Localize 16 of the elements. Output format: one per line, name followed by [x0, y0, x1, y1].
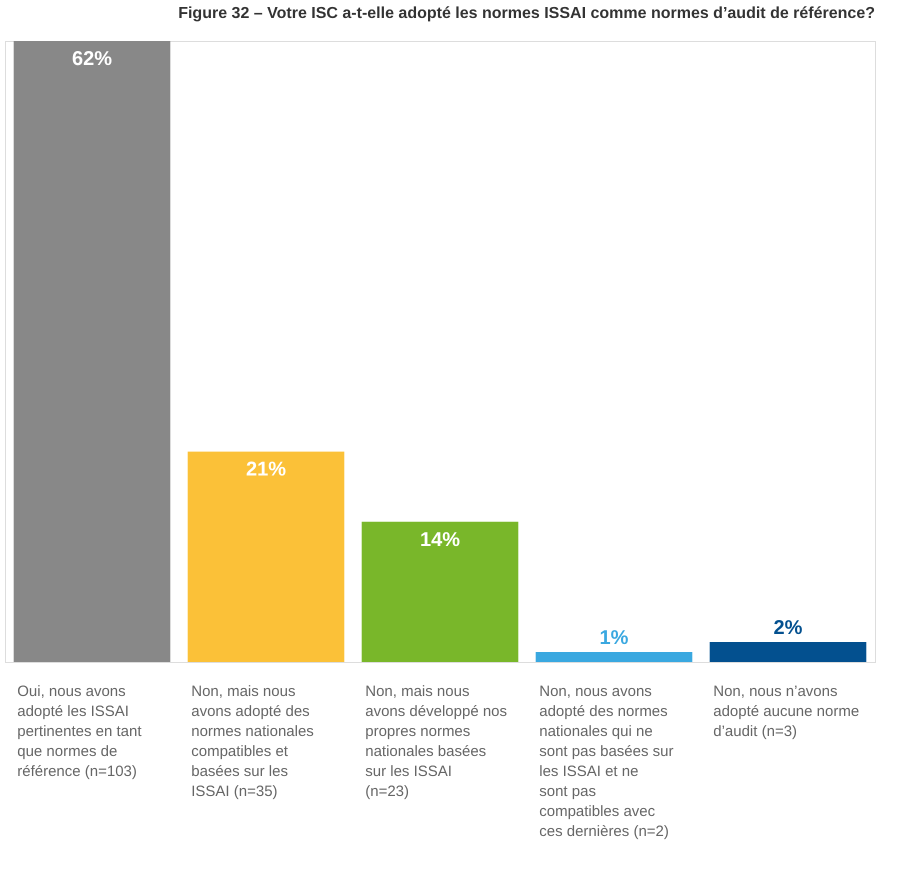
bar — [536, 652, 692, 662]
data-label: 2% — [774, 616, 803, 639]
x-tick-label: Non, nous n’avons adopté aucune norme d’audit (n=3) — [713, 683, 860, 740]
data-label: 1% — [600, 626, 629, 649]
data-label: 62% — [72, 48, 112, 70]
x-tick-label: Non, mais nous avons développé nos propres normes nationales basées sur les ISSAI (n=23) — [365, 683, 508, 800]
data-label: 21% — [246, 458, 286, 481]
x-tick-label: Non, nous avons adopté des normes nationales qui ne sont pas basées sur les ISSAI et ne sont pas compatibles avec ces dernières (n=2) — [539, 683, 674, 840]
bar — [710, 642, 866, 662]
bar — [188, 452, 344, 662]
bar — [14, 41, 170, 662]
bar — [362, 522, 518, 662]
x-tick-label: Oui, nous avons adopté les ISSAI pertinentes en tant que normes de référence (n=103) — [17, 683, 142, 780]
data-label: 14% — [420, 528, 460, 551]
x-tick-label: Non, mais nous avons adopté des normes nationales compatibles et basées sur les ISSAI (n=35) — [191, 683, 314, 800]
chart-title: Figure 32 – Votre ISC a-t-elle adopté les normes ISSAI comme normes d’audit de référence? — [178, 5, 875, 22]
